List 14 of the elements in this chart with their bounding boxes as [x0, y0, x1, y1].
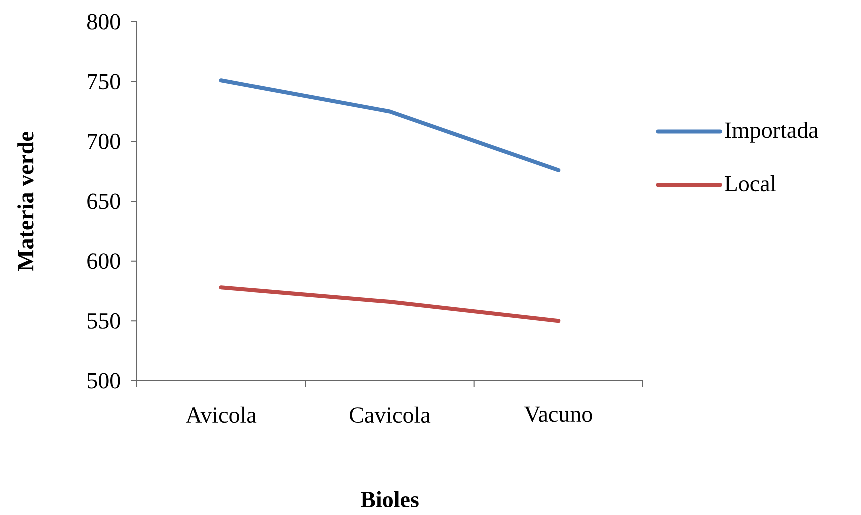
y-tick-label: 600	[88, 254, 120, 270]
y-tick-label: 700	[88, 134, 120, 150]
x-tick-label: Vacuno	[524, 406, 592, 422]
legend-label: Local	[724, 175, 776, 192]
x-tick-label: Cavicola	[350, 406, 431, 424]
x-axis-title: Bioles	[360, 491, 419, 508]
x-tick-label: Avicola	[186, 406, 257, 424]
y-tick-label: 550	[88, 313, 120, 329]
y-tick-label: 800	[88, 14, 120, 30]
y-tick-label: 750	[88, 74, 120, 90]
y-axis-title: Materia verde	[18, 132, 34, 272]
y-tick-label: 650	[88, 194, 120, 210]
legend-label: Importada	[725, 122, 819, 143]
y-tick-label: 500	[88, 373, 120, 389]
